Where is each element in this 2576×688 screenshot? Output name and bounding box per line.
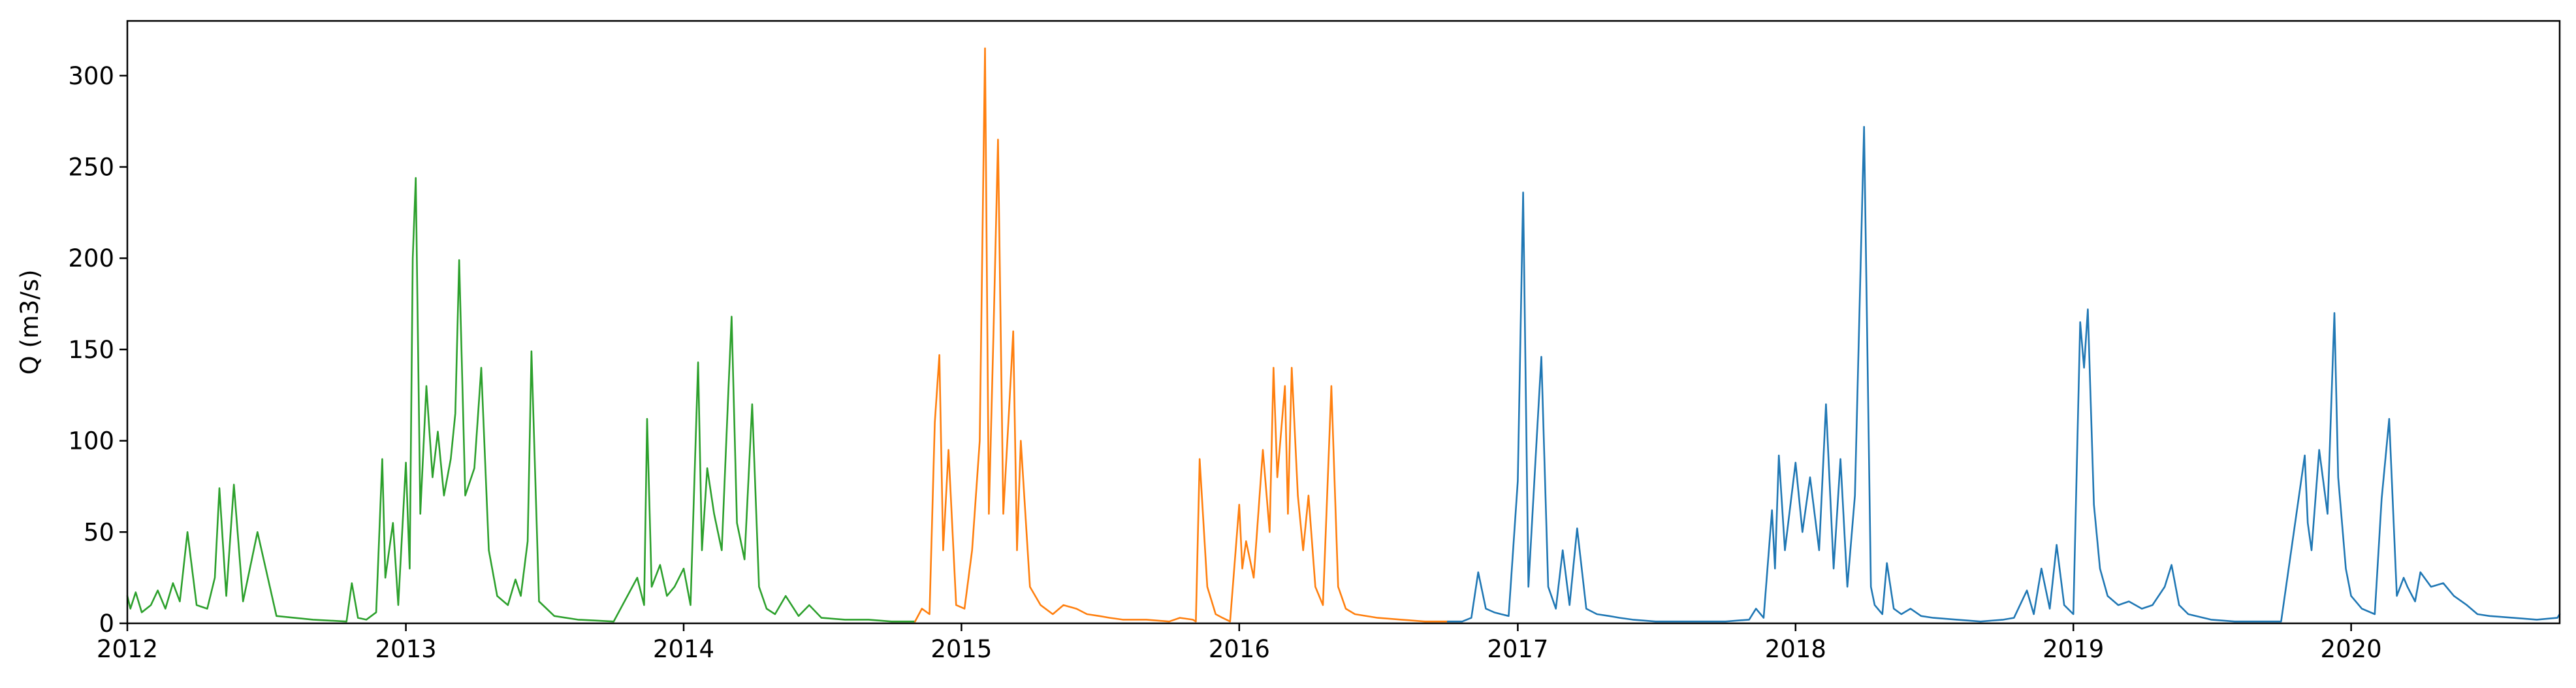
y-tick-label-0: 0	[99, 610, 114, 638]
x-tick-label-2019: 2019	[2043, 635, 2104, 663]
y-tick-label-100: 100	[68, 427, 114, 455]
series-line-2	[914, 47, 1449, 623]
x-axis: 2012 2013 2014 2015 2016 2017 2018 2019 2020	[97, 623, 2382, 663]
y-tick-label-250: 250	[68, 154, 114, 182]
x-tick-label-2014: 2014	[653, 635, 714, 663]
x-tick-label-2020: 2020	[2321, 635, 2382, 663]
y-tick-label-50: 50	[84, 518, 114, 546]
y-tick-label-150: 150	[68, 336, 114, 364]
x-tick-label-2015: 2015	[930, 635, 992, 663]
y-axis: 0 50 100 150 200 250 300	[68, 62, 127, 638]
plot-frame	[126, 20, 2561, 625]
series-line-3	[1446, 125, 2561, 623]
x-tick-label-2012: 2012	[97, 635, 158, 663]
y-tick-label-300: 300	[68, 62, 114, 90]
series-line-1	[126, 176, 916, 623]
x-tick-label-2017: 2017	[1487, 635, 1548, 663]
x-tick-label-2018: 2018	[1765, 635, 1826, 663]
y-axis-label: Q (m3/s)	[16, 269, 44, 374]
x-tick-label-2013: 2013	[375, 635, 436, 663]
y-tick-label-200: 200	[68, 244, 114, 272]
x-tick-label-2016: 2016	[1209, 635, 1270, 663]
series-layer	[126, 47, 2561, 623]
